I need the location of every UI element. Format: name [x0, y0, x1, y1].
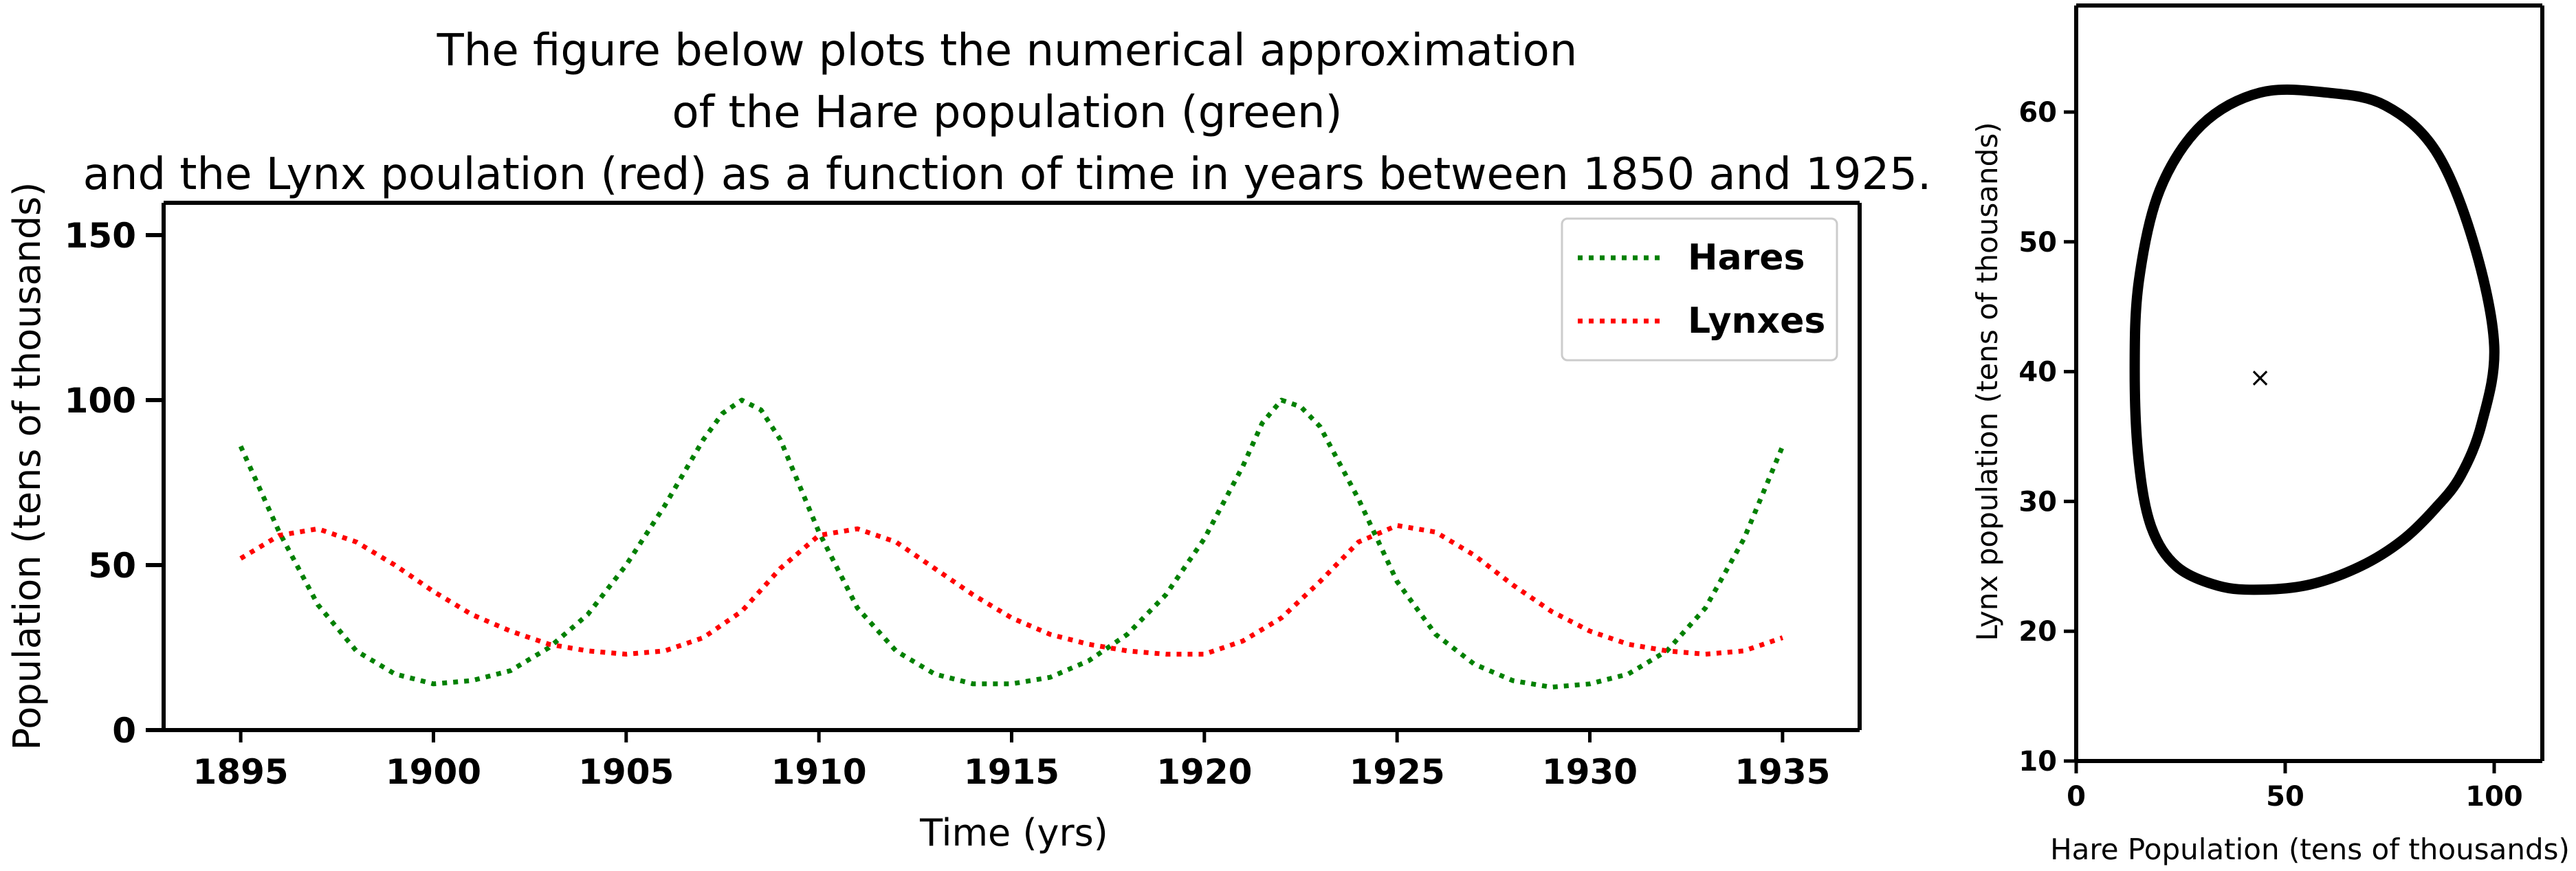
- phase-plot-y-tick-label: 60: [2018, 97, 2057, 129]
- figure-title: The figure below plots the numerical app…: [83, 25, 1932, 200]
- phase-plot-y-tick-label: 10: [2018, 746, 2057, 778]
- lynxes-series-line: [239, 522, 1784, 657]
- time-plot-x-tick-label: 1895: [193, 752, 289, 792]
- time-plot-y-tick-label: 100: [65, 381, 136, 421]
- time-plot-x-tick-label: 1905: [578, 752, 674, 792]
- time-plot-y-tick-label: 0: [112, 711, 136, 751]
- legend-box: [1561, 217, 1838, 362]
- time-plot-series: [238, 397, 1785, 690]
- title-line-2: of the Hare population (green): [672, 87, 1342, 138]
- time-plot-y-label: Population (tens of thousands): [5, 182, 49, 751]
- equilibrium-marker: ×: [2249, 362, 2271, 393]
- phase-plot-y-tick-label: 50: [2018, 227, 2057, 258]
- time-plot-y-tick-label: 150: [65, 216, 136, 256]
- phase-orbit-curve: [2129, 84, 2500, 595]
- hares-series-line: [238, 397, 1785, 690]
- time-plot-y-tick-label: 50: [88, 546, 136, 586]
- phase-plot-y-tick-label: 40: [2018, 357, 2057, 388]
- time-plot-x-tick-label: 1935: [1735, 752, 1830, 792]
- phase-plot-x-tick-label: 100: [2465, 781, 2523, 813]
- title-line-3: and the Lynx poulation (red) as a functi…: [83, 149, 1932, 200]
- phase-plot-x-tick-label: 0: [2067, 781, 2086, 813]
- time-plot-x-ticks: 1895 1900 1905 1910 1915 1920 1925 1930 1935: [193, 730, 1830, 792]
- time-plot-x-tick-label: 1920: [1156, 752, 1252, 792]
- legend-hares-label: Hares: [1688, 237, 1805, 278]
- phase-plot-series: ×: [2129, 84, 2500, 595]
- time-plot-y-ticks: 0 50 100 150: [65, 216, 164, 751]
- legend-lynxes-label: Lynxes: [1688, 300, 1825, 342]
- phase-plot-y-tick-label: 20: [2018, 616, 2057, 648]
- phase-plot-y-label: Lynx population (tens of thousands): [1970, 122, 2004, 641]
- time-plot-x-tick-label: 1930: [1542, 752, 1638, 792]
- phase-plot-x-label: Hare Population (tens of thousands): [2050, 833, 2570, 866]
- phase-plot-y-tick-label: 30: [2018, 486, 2057, 518]
- time-plot-x-label: Time (yrs): [919, 811, 1108, 855]
- time-series-chart: 1895 1900 1905 1910 1915 1920 1925 1930 1935 0 50…: [5, 182, 1862, 855]
- time-plot-x-tick-label: 1900: [386, 752, 481, 792]
- phase-plot-x-tick-label: 50: [2266, 781, 2304, 813]
- phase-plot-y-ticks: 10 20 30 40 50 60: [2018, 97, 2076, 778]
- time-plot-x-tick-label: 1925: [1350, 752, 1445, 792]
- time-plot-x-tick-label: 1910: [771, 752, 867, 792]
- phase-portrait-chart: 0 50 100 10 20 30 40 50 60 × Hare Population (t…: [1970, 3, 2570, 866]
- time-plot-x-tick-label: 1915: [964, 752, 1059, 792]
- phase-plot-x-ticks: 0 50 100: [2067, 761, 2523, 813]
- title-line-1: The figure below plots the numerical app…: [437, 25, 1578, 76]
- time-plot-legend: Hares Lynxes: [1561, 217, 1838, 362]
